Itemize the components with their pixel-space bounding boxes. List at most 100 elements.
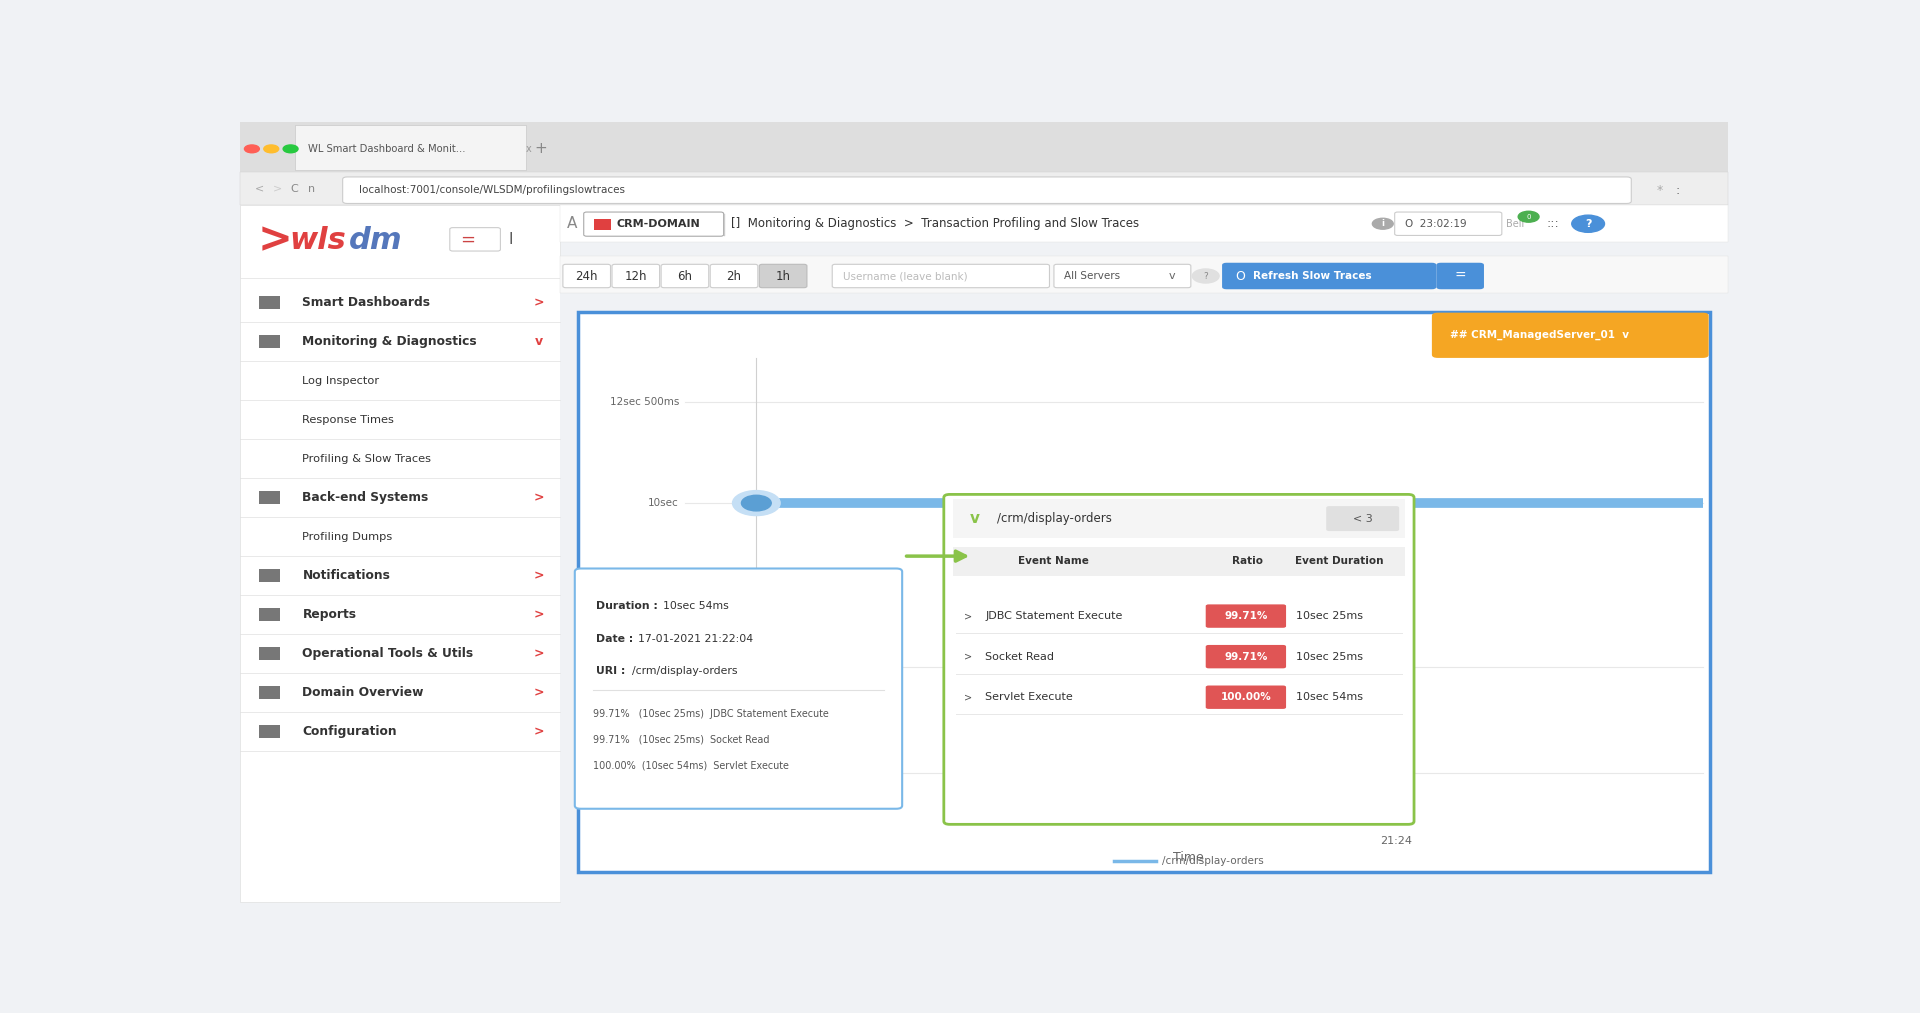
FancyBboxPatch shape bbox=[563, 264, 611, 288]
Text: :::: ::: bbox=[1546, 217, 1559, 230]
FancyBboxPatch shape bbox=[1206, 605, 1286, 628]
FancyBboxPatch shape bbox=[710, 264, 758, 288]
Text: Ratio: Ratio bbox=[1233, 556, 1263, 566]
Text: /crm/display-orders: /crm/display-orders bbox=[1162, 856, 1263, 866]
FancyBboxPatch shape bbox=[259, 608, 280, 621]
Text: Servlet Execute: Servlet Execute bbox=[985, 692, 1073, 702]
Text: >: > bbox=[534, 491, 545, 504]
Text: v: v bbox=[1167, 271, 1175, 281]
Circle shape bbox=[263, 145, 278, 153]
Text: Domain Overview: Domain Overview bbox=[303, 686, 424, 699]
Text: Log Inspector: Log Inspector bbox=[303, 376, 380, 386]
FancyBboxPatch shape bbox=[612, 264, 660, 288]
FancyBboxPatch shape bbox=[1221, 262, 1436, 290]
FancyBboxPatch shape bbox=[1327, 506, 1400, 531]
Text: Back-end Systems: Back-end Systems bbox=[303, 491, 428, 504]
Text: i: i bbox=[1380, 219, 1384, 228]
Text: Username (leave blank): Username (leave blank) bbox=[843, 271, 968, 281]
FancyBboxPatch shape bbox=[584, 212, 724, 236]
FancyBboxPatch shape bbox=[945, 494, 1413, 825]
FancyBboxPatch shape bbox=[561, 205, 1728, 242]
Text: < 1ms: < 1ms bbox=[645, 768, 680, 778]
FancyBboxPatch shape bbox=[758, 264, 806, 288]
Text: :: : bbox=[1676, 183, 1680, 197]
Text: 2sec 500ms: 2sec 500ms bbox=[616, 661, 680, 672]
Text: >: > bbox=[534, 608, 545, 621]
FancyBboxPatch shape bbox=[259, 569, 280, 581]
FancyBboxPatch shape bbox=[660, 264, 708, 288]
FancyBboxPatch shape bbox=[1436, 262, 1484, 290]
Text: C: C bbox=[290, 183, 298, 193]
Circle shape bbox=[741, 495, 772, 511]
Text: A: A bbox=[568, 216, 578, 231]
FancyBboxPatch shape bbox=[578, 312, 1711, 872]
Text: Duration :: Duration : bbox=[595, 601, 660, 611]
FancyBboxPatch shape bbox=[259, 335, 280, 347]
Text: 0: 0 bbox=[1526, 214, 1530, 220]
Text: >: > bbox=[964, 611, 972, 621]
Text: 12sec 500ms: 12sec 500ms bbox=[609, 397, 680, 407]
Text: O: O bbox=[1235, 269, 1246, 283]
Text: All Servers: All Servers bbox=[1064, 271, 1121, 281]
Text: Operational Tools & Utils: Operational Tools & Utils bbox=[303, 647, 474, 660]
Circle shape bbox=[282, 145, 298, 153]
FancyBboxPatch shape bbox=[259, 725, 280, 737]
FancyBboxPatch shape bbox=[259, 296, 280, 309]
Text: >: > bbox=[964, 692, 972, 702]
FancyBboxPatch shape bbox=[259, 491, 280, 503]
Circle shape bbox=[1519, 212, 1540, 222]
Text: /crm/display-orders: /crm/display-orders bbox=[996, 513, 1112, 525]
Text: >: > bbox=[534, 296, 545, 309]
FancyBboxPatch shape bbox=[1054, 264, 1190, 288]
Text: x: x bbox=[526, 144, 532, 154]
Text: < 3: < 3 bbox=[1354, 514, 1373, 524]
FancyBboxPatch shape bbox=[1394, 212, 1501, 235]
Text: 12h: 12h bbox=[624, 269, 647, 283]
Text: I: I bbox=[509, 232, 513, 247]
Text: >: > bbox=[964, 651, 972, 661]
Text: 21:24: 21:24 bbox=[1380, 836, 1413, 846]
Text: +: + bbox=[534, 142, 547, 156]
Text: 99.71%: 99.71% bbox=[1225, 651, 1267, 661]
Text: ?: ? bbox=[1584, 219, 1592, 229]
Text: Event Duration: Event Duration bbox=[1296, 556, 1384, 566]
Text: wls: wls bbox=[290, 226, 346, 254]
Text: v: v bbox=[970, 512, 979, 526]
Text: =: = bbox=[1453, 269, 1467, 283]
Circle shape bbox=[1373, 218, 1394, 229]
Text: Refresh Slow Traces: Refresh Slow Traces bbox=[1254, 271, 1373, 281]
FancyBboxPatch shape bbox=[593, 219, 611, 230]
Text: 99.71%   (10sec 25ms)  JDBC Statement Execute: 99.71% (10sec 25ms) JDBC Statement Execu… bbox=[593, 708, 828, 718]
Text: 17-01-2021 21:22:04: 17-01-2021 21:22:04 bbox=[637, 634, 753, 643]
Text: Date :: Date : bbox=[595, 634, 637, 643]
Text: /crm/display-orders: /crm/display-orders bbox=[632, 667, 737, 677]
Text: JDBC Statement Execute: JDBC Statement Execute bbox=[985, 611, 1123, 621]
Text: Monitoring & Diagnostics: Monitoring & Diagnostics bbox=[303, 335, 478, 348]
Text: 10sec 25ms: 10sec 25ms bbox=[1296, 651, 1363, 661]
Text: Profiling & Slow Traces: Profiling & Slow Traces bbox=[303, 454, 432, 464]
Text: 2h: 2h bbox=[726, 269, 741, 283]
FancyBboxPatch shape bbox=[952, 499, 1405, 538]
Text: Profiling Dumps: Profiling Dumps bbox=[303, 532, 394, 542]
Text: 1h: 1h bbox=[776, 269, 791, 283]
Text: ## CRM_ManagedServer_01  v: ## CRM_ManagedServer_01 v bbox=[1450, 330, 1628, 340]
Circle shape bbox=[733, 490, 780, 516]
Text: []  Monitoring & Diagnostics  >  Transaction Profiling and Slow Traces: [] Monitoring & Diagnostics > Transactio… bbox=[732, 217, 1139, 230]
FancyBboxPatch shape bbox=[240, 172, 1728, 205]
FancyBboxPatch shape bbox=[561, 205, 1728, 902]
Text: CRM-DOMAIN: CRM-DOMAIN bbox=[616, 219, 701, 229]
FancyBboxPatch shape bbox=[574, 568, 902, 808]
FancyBboxPatch shape bbox=[831, 264, 1050, 288]
Text: 99.71%: 99.71% bbox=[1225, 611, 1267, 621]
Text: >: > bbox=[534, 647, 545, 660]
Text: ?: ? bbox=[1204, 271, 1208, 281]
FancyBboxPatch shape bbox=[1432, 313, 1709, 358]
Text: dm: dm bbox=[349, 226, 403, 254]
Text: Response Times: Response Times bbox=[303, 414, 394, 424]
Text: >: > bbox=[534, 686, 545, 699]
Text: 100.00%  (10sec 54ms)  Servlet Execute: 100.00% (10sec 54ms) Servlet Execute bbox=[593, 760, 789, 770]
FancyBboxPatch shape bbox=[240, 205, 561, 278]
Text: Event Name: Event Name bbox=[1018, 556, 1089, 566]
Text: WL Smart Dashboard & Monit...: WL Smart Dashboard & Monit... bbox=[309, 144, 467, 154]
Circle shape bbox=[1572, 215, 1605, 232]
